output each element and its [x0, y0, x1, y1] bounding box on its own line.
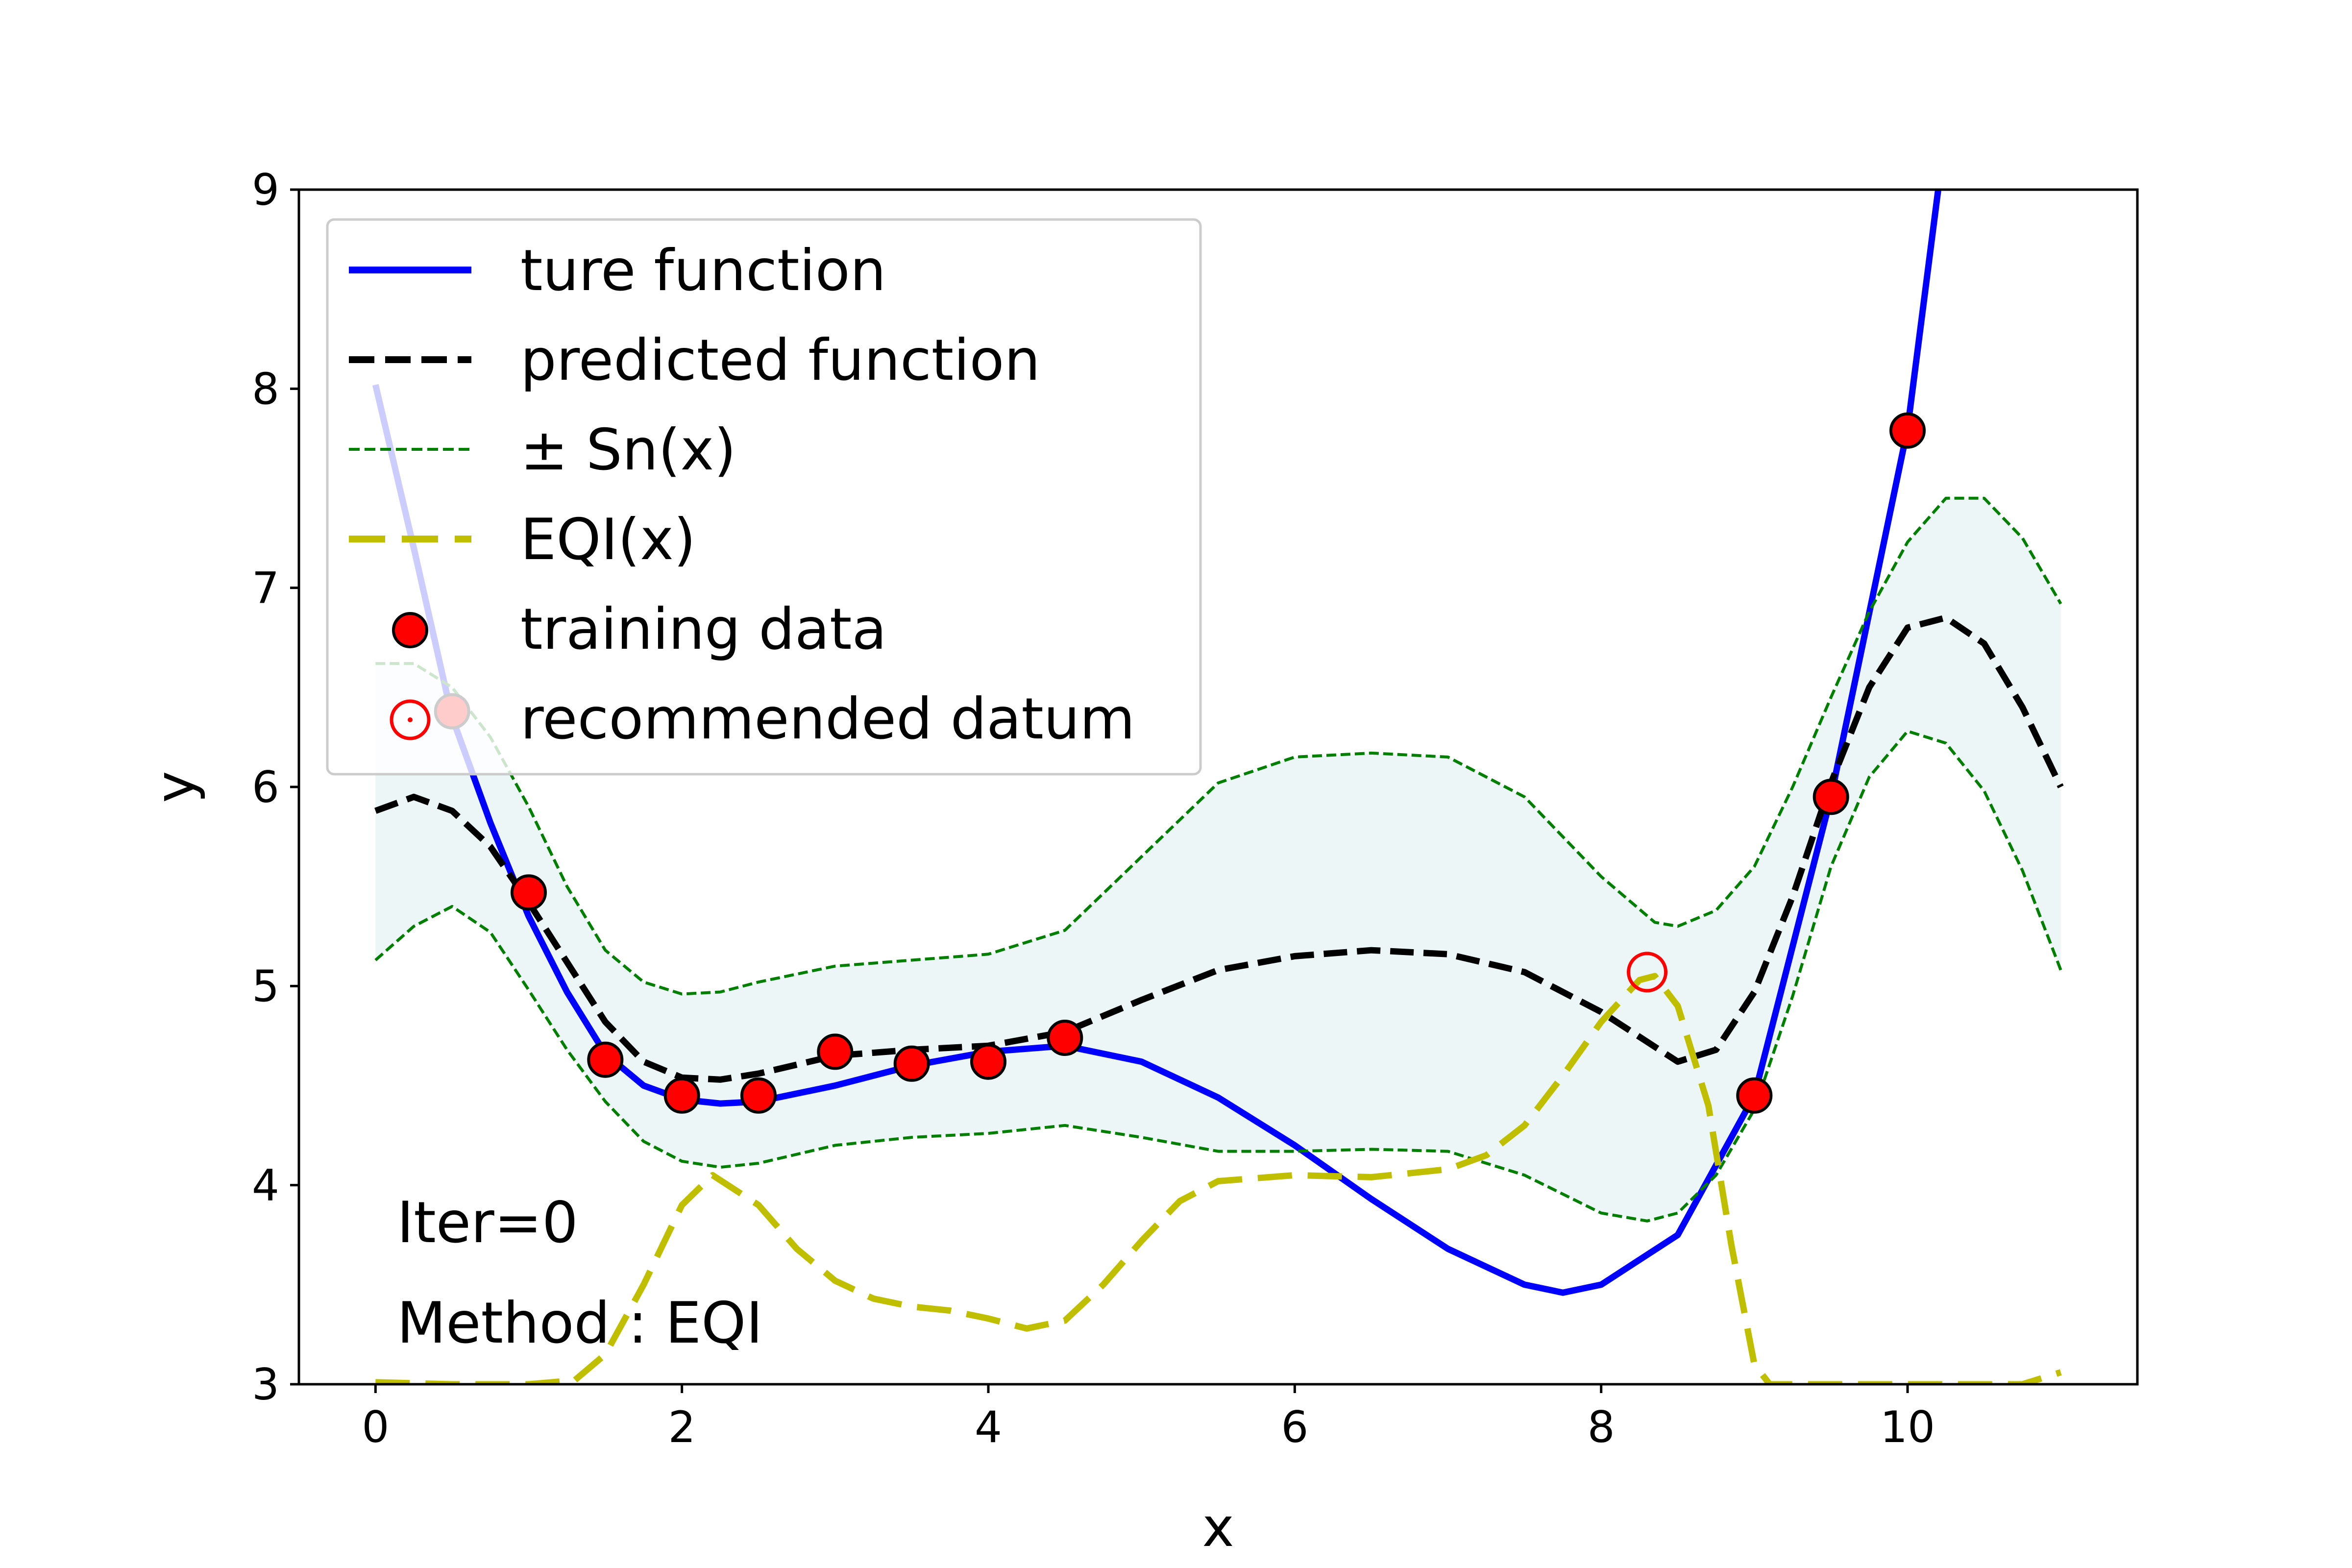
legend-label-predicted-function: predicted function — [520, 327, 1040, 393]
legend-swatch-recommended-datum — [390, 699, 431, 740]
legend-swatch-recommended-datum-dot — [408, 717, 413, 722]
legend-box — [326, 218, 1202, 776]
training-point — [1813, 779, 1849, 815]
legend-label-true-function: ture function — [520, 238, 886, 304]
recommended-point — [1627, 952, 1667, 993]
x-tick-label: 10 — [1880, 1402, 1935, 1452]
annotation-iter: Iter=0 — [397, 1190, 578, 1256]
training-point — [817, 1033, 854, 1070]
eqi-line — [375, 973, 2062, 1384]
training-point — [893, 1045, 930, 1082]
legend-label-training-data: training data — [520, 596, 887, 662]
training-point — [587, 1041, 624, 1078]
y-tick-label: 8 — [252, 364, 279, 414]
training-point — [663, 1077, 700, 1114]
y-tick-label: 7 — [252, 563, 279, 613]
training-point — [1047, 1020, 1083, 1056]
y-tick-label: 6 — [252, 762, 279, 812]
x-tick-label: 8 — [1588, 1402, 1615, 1452]
y-tick-label: 3 — [252, 1359, 279, 1410]
training-point — [1889, 412, 1926, 449]
sn-upper-line — [375, 496, 2062, 996]
training-point — [1736, 1077, 1773, 1114]
predicted-function-line — [374, 614, 2064, 1083]
x-tick-label: 2 — [668, 1402, 696, 1452]
training-point — [740, 1077, 777, 1114]
legend-label-recommended-datum: recommended datum — [520, 686, 1135, 752]
y-axis-label: y — [144, 771, 206, 803]
true-function-line — [372, 190, 1941, 1296]
y-tick-label: 4 — [252, 1160, 279, 1211]
training-point — [511, 874, 547, 911]
y-tick-label: 5 — [252, 961, 279, 1011]
sn-lower-line — [374, 730, 2062, 1223]
x-tick-label: 6 — [1281, 1402, 1308, 1452]
x-tick-label: 0 — [362, 1402, 389, 1452]
training-point — [970, 1043, 1006, 1080]
legend: ture function predicted function ± Sn(x)… — [326, 218, 1202, 776]
x-axis-label: x — [1202, 1496, 1234, 1559]
legend-label-eqi: EQI(x) — [520, 507, 696, 573]
y-tick-label: 9 — [252, 165, 279, 215]
x-tick-label: 4 — [975, 1402, 1002, 1452]
plot-area — [372, 190, 2064, 1384]
legend-label-sn: ± Sn(x) — [520, 417, 736, 483]
axes: 0 2 4 6 8 10 3 4 5 6 7 8 9 — [252, 165, 1935, 1452]
annotation-method: Method : EQI — [397, 1290, 763, 1356]
legend-swatch-training-data — [392, 612, 428, 648]
